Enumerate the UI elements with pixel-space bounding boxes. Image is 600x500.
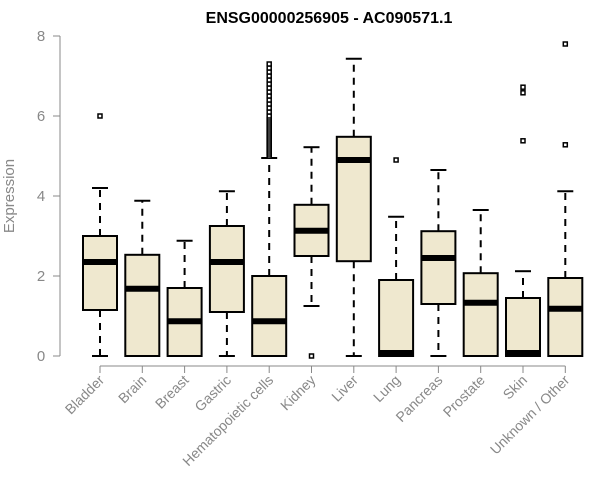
box-prostate <box>462 209 499 358</box>
box-iqr <box>505 297 541 357</box>
box-iqr <box>82 235 118 311</box>
box-brain <box>124 199 161 357</box>
box-series <box>82 41 584 359</box>
outlier-point <box>520 138 526 144</box>
box-gastric <box>208 190 245 357</box>
box-liver <box>335 57 372 357</box>
box-breast <box>166 239 203 357</box>
outlier-point <box>308 353 315 359</box>
x-tick-label: Breast <box>152 372 192 412</box>
x-tick-label: Lung <box>370 372 403 405</box>
box-iqr <box>378 279 415 357</box>
box-iqr <box>547 277 584 357</box>
x-tick-label: Kidney <box>277 372 319 414</box>
x-tick-label: Liver <box>328 372 361 405</box>
x-tick-label: Skin <box>500 372 531 403</box>
box-iqr <box>251 275 288 357</box>
box-iqr <box>420 230 457 305</box>
y-tick-label: 8 <box>37 28 45 45</box>
outlier-point <box>97 113 103 119</box>
outlier-point <box>520 90 526 96</box>
box-iqr <box>335 135 372 263</box>
y-axis: 0 2 4 6 8 <box>37 28 61 365</box>
box-unknown-other <box>547 41 584 357</box>
box-iqr <box>124 253 161 357</box>
x-tick-label: Brain <box>115 372 149 406</box>
outlier-point <box>562 41 569 47</box>
x-tick-label: Bladder <box>62 372 108 418</box>
outlier-point <box>266 61 272 67</box>
outlier-point <box>520 84 526 90</box>
y-tick-label: 4 <box>37 188 45 205</box>
box-iqr <box>208 225 245 313</box>
x-tick-label: Unknown / Other <box>487 372 573 458</box>
box-pancreas <box>420 169 457 357</box>
y-tick-label: 2 <box>37 268 45 285</box>
y-tick-label: 6 <box>37 108 45 125</box>
box-lung <box>378 157 415 357</box>
x-tick-label: Pancreas <box>392 372 445 425</box>
box-skin <box>505 84 541 357</box>
outlier-point <box>393 157 399 163</box>
y-tick-label: 0 <box>37 348 45 365</box>
box-hematopoietic-cells <box>251 61 288 357</box>
box-kidney <box>293 146 330 359</box>
chart-title: ENSG00000256905 - AC090571.1 <box>206 10 453 27</box>
outlier-point <box>562 142 569 148</box>
x-tick-label: Prostate <box>440 372 488 420</box>
box-bladder <box>82 113 118 357</box>
box-iqr <box>462 272 499 358</box>
y-axis-label: Expression <box>1 159 18 233</box>
